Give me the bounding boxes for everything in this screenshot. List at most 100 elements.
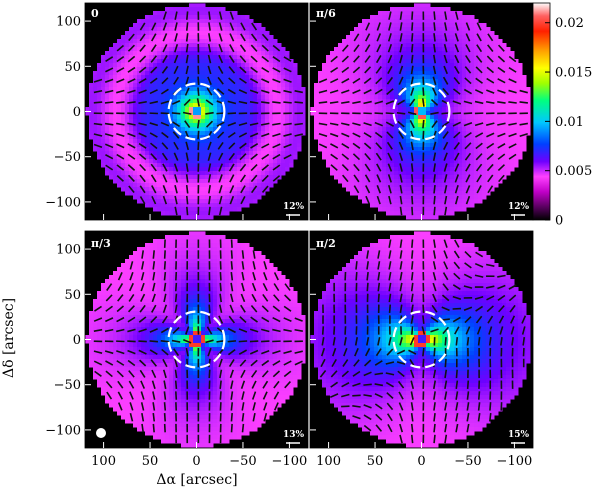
intensity-cell bbox=[466, 19, 471, 24]
intensity-cell bbox=[169, 75, 174, 80]
intensity-cell bbox=[426, 119, 431, 124]
intensity-cell bbox=[157, 47, 162, 52]
intensity-cell bbox=[366, 103, 371, 108]
intensity-cell bbox=[518, 83, 523, 88]
intensity-cell bbox=[510, 71, 515, 76]
polarization-vector bbox=[150, 163, 157, 172]
intensity-cell bbox=[229, 75, 234, 80]
intensity-cell bbox=[358, 131, 363, 136]
intensity-cell bbox=[245, 131, 250, 136]
intensity-cell bbox=[101, 83, 106, 88]
intensity-cell bbox=[157, 31, 162, 36]
intensity-cell bbox=[233, 191, 238, 196]
intensity-cell bbox=[205, 27, 210, 32]
intensity-cell bbox=[458, 183, 463, 188]
intensity-cell bbox=[438, 103, 443, 108]
intensity-cell bbox=[233, 47, 238, 52]
polarization-vector bbox=[294, 122, 303, 126]
intensity-cell bbox=[277, 67, 282, 72]
intensity-cell bbox=[390, 191, 395, 196]
intensity-cell bbox=[398, 7, 403, 12]
intensity-cell bbox=[446, 87, 451, 92]
intensity-cell bbox=[362, 171, 367, 176]
intensity-cell bbox=[398, 171, 403, 176]
intensity-cell bbox=[454, 163, 459, 168]
polarization-vector bbox=[229, 22, 235, 31]
intensity-cell bbox=[249, 75, 254, 80]
intensity-cell bbox=[177, 167, 182, 172]
intensity-cell bbox=[442, 67, 447, 72]
intensity-cell bbox=[402, 103, 407, 108]
intensity-cell bbox=[217, 171, 222, 176]
intensity-cell bbox=[346, 35, 351, 40]
intensity-cell bbox=[101, 71, 106, 76]
intensity-cell bbox=[382, 155, 387, 160]
intensity-cell bbox=[221, 207, 226, 212]
intensity-cell bbox=[137, 103, 142, 108]
intensity-cell bbox=[161, 115, 166, 120]
intensity-cell bbox=[382, 15, 387, 20]
intensity-cell bbox=[233, 167, 238, 172]
polarization-vector bbox=[228, 142, 236, 150]
intensity-cell bbox=[442, 187, 447, 192]
intensity-cell bbox=[474, 107, 479, 112]
intensity-cell bbox=[241, 163, 246, 168]
intensity-cell bbox=[358, 39, 363, 44]
intensity-cell bbox=[177, 155, 182, 160]
intensity-cell bbox=[394, 151, 399, 156]
intensity-cell bbox=[506, 159, 511, 164]
intensity-cell bbox=[330, 51, 335, 56]
intensity-cell bbox=[209, 135, 214, 140]
intensity-cell bbox=[165, 203, 170, 208]
intensity-cell bbox=[482, 43, 487, 48]
intensity-cell bbox=[438, 55, 443, 60]
intensity-cell bbox=[225, 195, 230, 200]
intensity-cell bbox=[97, 95, 102, 100]
intensity-cell bbox=[109, 59, 114, 64]
intensity-cell bbox=[374, 127, 379, 132]
intensity-cell bbox=[402, 75, 407, 80]
intensity-cell bbox=[209, 175, 214, 180]
polarization-vector bbox=[149, 132, 158, 138]
intensity-cell bbox=[314, 119, 319, 124]
intensity-cell bbox=[474, 147, 479, 152]
intensity-cell bbox=[330, 71, 335, 76]
intensity-cell bbox=[209, 19, 214, 24]
intensity-cell bbox=[217, 159, 222, 164]
intensity-cell bbox=[225, 183, 230, 188]
intensity-cell bbox=[394, 111, 399, 116]
intensity-cell bbox=[229, 159, 234, 164]
intensity-cell bbox=[173, 19, 178, 24]
polarization-vector bbox=[294, 90, 303, 94]
intensity-cell bbox=[217, 15, 222, 20]
intensity-cell bbox=[454, 15, 459, 20]
intensity-cell bbox=[165, 151, 170, 156]
intensity-cell bbox=[181, 27, 186, 32]
intensity-cell bbox=[510, 59, 515, 64]
intensity-cell bbox=[314, 111, 319, 116]
intensity-cell bbox=[165, 191, 170, 196]
polarization-vector bbox=[93, 89, 103, 94]
intensity-cell bbox=[374, 27, 379, 32]
intensity-cell bbox=[269, 119, 274, 124]
intensity-cell bbox=[334, 91, 339, 96]
intensity-cell bbox=[470, 151, 475, 156]
intensity-cell bbox=[241, 75, 246, 80]
intensity-cell bbox=[506, 99, 511, 104]
intensity-cell bbox=[161, 87, 166, 92]
intensity-cell bbox=[478, 155, 483, 160]
intensity-cell bbox=[318, 115, 323, 120]
intensity-cell bbox=[253, 123, 258, 128]
intensity-cell bbox=[338, 67, 343, 72]
intensity-cell bbox=[414, 183, 419, 188]
intensity-cell bbox=[145, 171, 150, 176]
intensity-cell bbox=[458, 135, 463, 140]
polarization-vector bbox=[116, 164, 125, 171]
intensity-cell bbox=[422, 179, 427, 184]
intensity-cell bbox=[281, 135, 286, 140]
intensity-cell bbox=[261, 151, 266, 156]
intensity-cell bbox=[217, 163, 222, 168]
intensity-cell bbox=[362, 87, 367, 92]
intensity-cell bbox=[277, 75, 282, 80]
intensity-cell bbox=[514, 151, 519, 156]
